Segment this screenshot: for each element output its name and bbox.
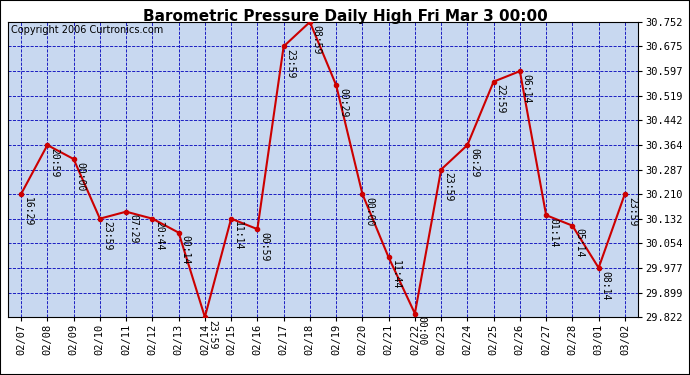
Text: 08:59: 08:59 bbox=[312, 25, 322, 54]
Text: 23:59: 23:59 bbox=[102, 222, 112, 251]
Text: Barometric Pressure Daily High Fri Mar 3 00:00: Barometric Pressure Daily High Fri Mar 3… bbox=[143, 9, 547, 24]
Text: 06:14: 06:14 bbox=[522, 74, 532, 104]
Text: 00:00: 00:00 bbox=[364, 197, 374, 226]
Text: 23:59: 23:59 bbox=[286, 49, 295, 79]
Text: 23:59: 23:59 bbox=[443, 172, 453, 202]
Text: 08:14: 08:14 bbox=[600, 271, 611, 300]
Text: 11:14: 11:14 bbox=[233, 222, 243, 251]
Text: 23:59: 23:59 bbox=[627, 197, 637, 226]
Text: 06:29: 06:29 bbox=[469, 148, 480, 177]
Text: 23:59: 23:59 bbox=[207, 320, 217, 349]
Text: 05:14: 05:14 bbox=[574, 228, 584, 258]
Text: 20:59: 20:59 bbox=[49, 148, 59, 177]
Text: 00:00: 00:00 bbox=[76, 162, 86, 191]
Text: 07:29: 07:29 bbox=[128, 214, 138, 244]
Text: 00:14: 00:14 bbox=[181, 236, 190, 265]
Text: 00:29: 00:29 bbox=[338, 88, 348, 117]
Text: 00:59: 00:59 bbox=[259, 232, 269, 261]
Text: 16:29: 16:29 bbox=[23, 197, 33, 226]
Text: 20:44: 20:44 bbox=[155, 222, 164, 251]
Text: 11:44: 11:44 bbox=[391, 260, 401, 290]
Text: Copyright 2006 Curtronics.com: Copyright 2006 Curtronics.com bbox=[11, 25, 164, 35]
Text: 00:00: 00:00 bbox=[417, 316, 427, 346]
Text: 01:14: 01:14 bbox=[548, 218, 558, 248]
Text: 22:59: 22:59 bbox=[495, 84, 506, 114]
